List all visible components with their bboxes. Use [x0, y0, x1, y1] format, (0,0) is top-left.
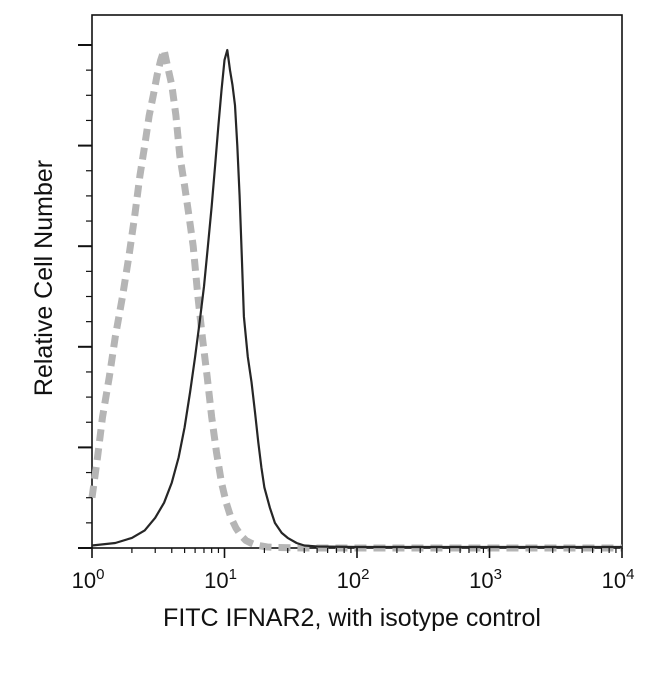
x-axis-title: FITC IFNAR2, with isotype control: [163, 604, 541, 632]
x-tick-label: 100: [72, 566, 105, 593]
series-layer: [88, 46, 622, 552]
axis-layer: 100 101 102 103 104: [72, 44, 635, 593]
isotype-control-curve: [88, 46, 622, 552]
x-tick-label: 103: [469, 566, 502, 593]
x-tick-label: 102: [337, 566, 370, 593]
ifnar2-curve: [91, 48, 622, 549]
y-axis-title: Relative Cell Number: [30, 160, 58, 396]
x-tick-label: 104: [602, 566, 635, 593]
x-tick-label: 101: [204, 566, 237, 593]
